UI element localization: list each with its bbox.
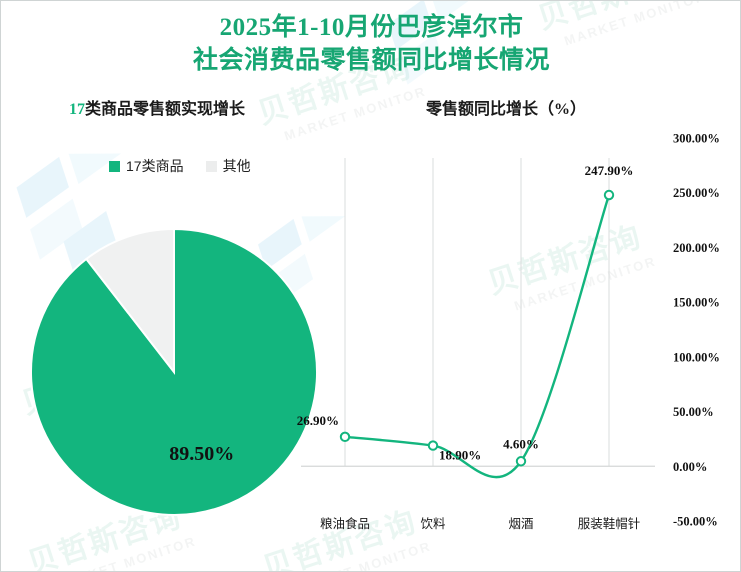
y-axis-tick-label: 200.00% (673, 241, 720, 255)
legend-item-0[interactable]: 17类商品 (109, 159, 184, 173)
data-point-marker[interactable] (603, 189, 615, 201)
data-point-label: 247.90% (585, 163, 634, 178)
pie-chart: 89.50% (29, 227, 321, 528)
y-axis-tick-label: -50.00% (673, 515, 718, 529)
pie-subtitle-rest: 类商品零售额实现增长 (85, 101, 246, 118)
data-point-label: 26.90% (297, 413, 339, 428)
line-chart-subtitle: 零售额同比增长（%） (426, 101, 587, 118)
data-point-label: 4.60% (503, 436, 539, 451)
data-point-marker[interactable] (515, 456, 527, 467)
pie-slice-label: 89.50% (169, 443, 234, 465)
pie-chart-subtitle: 17类商品零售额实现增长 (69, 95, 245, 119)
line-chart-svg: 300.00% 250.00% 200.00% 150.00% 100.00% 50.00… (297, 132, 720, 532)
title-line-1: 2025年1-10月份巴彦淖尔市 (219, 14, 524, 41)
x-axis-category-label: 饮料 (420, 517, 446, 531)
legend-label: 17类商品 (126, 158, 184, 174)
y-axis-tick-label: 150.00% (673, 296, 720, 310)
title-line-2: 社会消费品零售额同比增长情况 (192, 47, 550, 74)
y-axis-tick-label: 300.00% (673, 132, 720, 146)
y-axis-tick-label: 100.00% (673, 350, 720, 364)
pie-subtitle-accent: 17 (69, 101, 85, 118)
pie-legend: 17类商品 其他 (109, 159, 251, 173)
legend-item-1[interactable]: 其他 (205, 158, 251, 174)
watermark-en: MARKET MONITOR (52, 533, 199, 571)
data-point-marker[interactable] (427, 440, 439, 451)
x-axis-category-label: 烟酒 (508, 517, 533, 531)
data-point-marker[interactable] (339, 431, 351, 443)
y-axis-tick-label: 0.00% (673, 460, 707, 474)
line-series-path (343, 193, 611, 479)
legend-swatch-icon (109, 160, 120, 172)
line-chart: 300.00% 250.00% 200.00% 150.00% 100.00% 50.00… (291, 127, 740, 552)
pie-chart-svg: 89.50% (30, 227, 318, 516)
y-axis-tick-label: 50.00% (673, 405, 714, 419)
page-title: 2025年1-10月份巴彦淖尔市 社会消费品零售额同比增长情况 (1, 11, 740, 77)
data-point-label: 18.90% (439, 448, 481, 463)
legend-swatch-icon (205, 160, 217, 172)
x-axis-category-label: 粮油食品 (320, 516, 370, 531)
legend-label: 其他 (222, 158, 251, 174)
pie-slice-1[interactable] (84, 227, 175, 375)
x-axis-category-label: 服装鞋帽针 (578, 516, 641, 531)
y-axis-tick-label: 250.00% (673, 186, 720, 200)
